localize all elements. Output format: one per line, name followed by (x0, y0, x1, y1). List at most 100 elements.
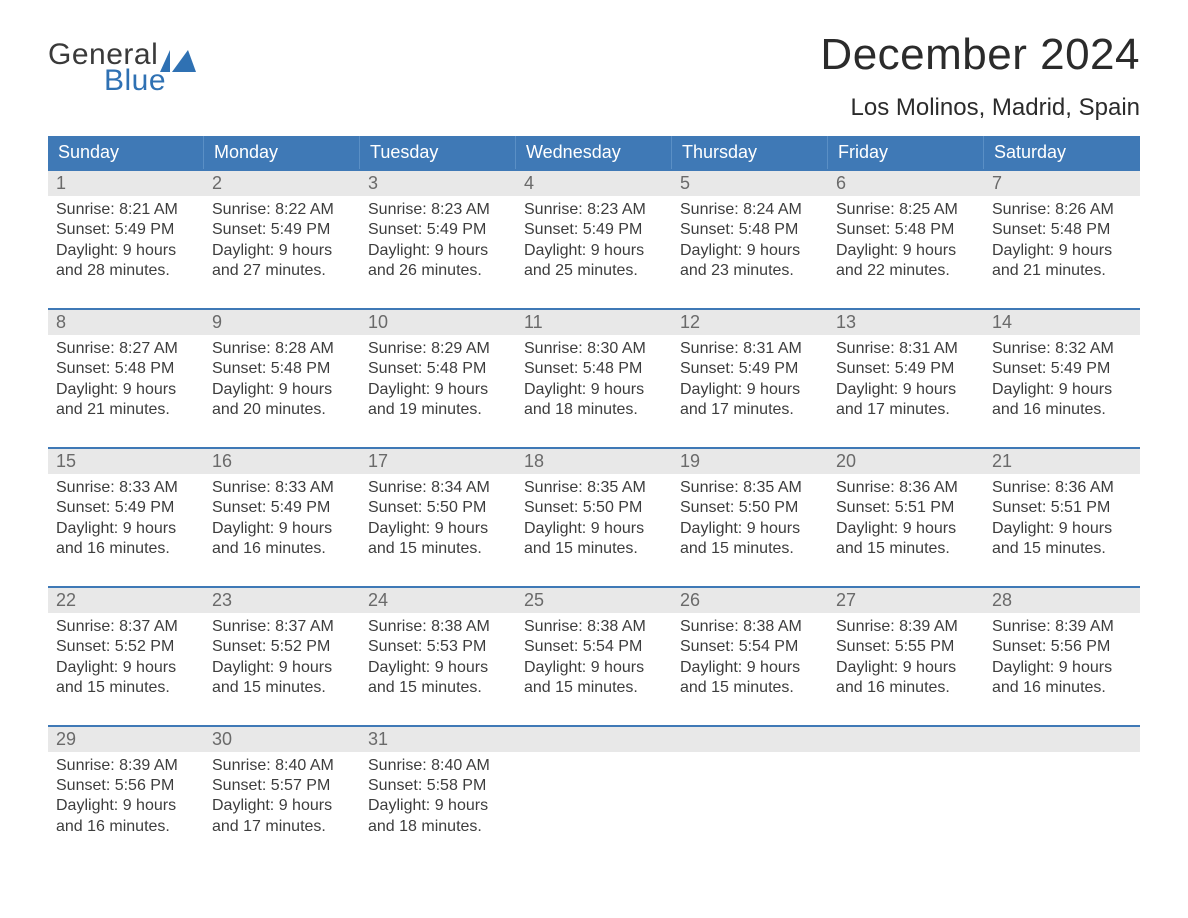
day-cell: Sunrise: 8:31 AMSunset: 5:49 PMDaylight:… (828, 335, 984, 447)
day-number (672, 727, 828, 752)
daylight-text-line1: Daylight: 9 hours (992, 658, 1132, 678)
sunrise-text: Sunrise: 8:31 AM (680, 339, 820, 359)
day-number: 13 (828, 310, 984, 335)
sunset-text: Sunset: 5:56 PM (992, 637, 1132, 657)
day-number: 30 (204, 727, 360, 752)
day-cell (828, 752, 984, 864)
sunrise-text: Sunrise: 8:27 AM (56, 339, 196, 359)
daylight-text-line2: and 18 minutes. (368, 817, 508, 837)
daylight-text-line1: Daylight: 9 hours (368, 658, 508, 678)
day-cell: Sunrise: 8:39 AMSunset: 5:55 PMDaylight:… (828, 613, 984, 725)
sunset-text: Sunset: 5:48 PM (524, 359, 664, 379)
daylight-text-line2: and 20 minutes. (212, 400, 352, 420)
sunset-text: Sunset: 5:48 PM (680, 220, 820, 240)
daylight-text-line1: Daylight: 9 hours (836, 241, 976, 261)
day-cell: Sunrise: 8:23 AMSunset: 5:49 PMDaylight:… (516, 196, 672, 308)
daylight-text-line2: and 18 minutes. (524, 400, 664, 420)
sunset-text: Sunset: 5:49 PM (56, 498, 196, 518)
daylight-text-line1: Daylight: 9 hours (680, 658, 820, 678)
daylight-text-line2: and 16 minutes. (992, 400, 1132, 420)
day-cell: Sunrise: 8:35 AMSunset: 5:50 PMDaylight:… (516, 474, 672, 586)
daylight-text-line1: Daylight: 9 hours (836, 380, 976, 400)
day-cell: Sunrise: 8:35 AMSunset: 5:50 PMDaylight:… (672, 474, 828, 586)
daylight-text-line1: Daylight: 9 hours (836, 658, 976, 678)
day-number: 19 (672, 449, 828, 474)
day-number: 22 (48, 588, 204, 613)
day-number: 26 (672, 588, 828, 613)
day-cell: Sunrise: 8:21 AMSunset: 5:49 PMDaylight:… (48, 196, 204, 308)
daylight-text-line2: and 23 minutes. (680, 261, 820, 281)
daylight-text-line1: Daylight: 9 hours (992, 519, 1132, 539)
day-number: 27 (828, 588, 984, 613)
sunset-text: Sunset: 5:55 PM (836, 637, 976, 657)
sunrise-text: Sunrise: 8:35 AM (680, 478, 820, 498)
day-cell: Sunrise: 8:36 AMSunset: 5:51 PMDaylight:… (984, 474, 1140, 586)
daylight-text-line1: Daylight: 9 hours (368, 519, 508, 539)
day-header: Wednesday (516, 136, 672, 169)
day-number (828, 727, 984, 752)
sunset-text: Sunset: 5:49 PM (524, 220, 664, 240)
daylight-text-line2: and 15 minutes. (212, 678, 352, 698)
day-cell: Sunrise: 8:36 AMSunset: 5:51 PMDaylight:… (828, 474, 984, 586)
day-number (516, 727, 672, 752)
daylight-text-line2: and 17 minutes. (212, 817, 352, 837)
daylight-text-line1: Daylight: 9 hours (368, 241, 508, 261)
day-cell: Sunrise: 8:33 AMSunset: 5:49 PMDaylight:… (48, 474, 204, 586)
sunrise-text: Sunrise: 8:32 AM (992, 339, 1132, 359)
day-number: 1 (48, 171, 204, 196)
day-cell (672, 752, 828, 864)
day-cell: Sunrise: 8:30 AMSunset: 5:48 PMDaylight:… (516, 335, 672, 447)
day-cell: Sunrise: 8:25 AMSunset: 5:48 PMDaylight:… (828, 196, 984, 308)
day-number: 18 (516, 449, 672, 474)
sunset-text: Sunset: 5:54 PM (524, 637, 664, 657)
daylight-text-line2: and 22 minutes. (836, 261, 976, 281)
daynum-row: 15161718192021 (48, 447, 1140, 474)
daylight-text-line1: Daylight: 9 hours (368, 796, 508, 816)
daylight-text-line1: Daylight: 9 hours (680, 380, 820, 400)
daylight-text-line2: and 15 minutes. (680, 678, 820, 698)
sunset-text: Sunset: 5:49 PM (212, 220, 352, 240)
sunset-text: Sunset: 5:48 PM (212, 359, 352, 379)
sunset-text: Sunset: 5:52 PM (212, 637, 352, 657)
day-header: Thursday (672, 136, 828, 169)
day-cell: Sunrise: 8:39 AMSunset: 5:56 PMDaylight:… (984, 613, 1140, 725)
day-header-row: SundayMondayTuesdayWednesdayThursdayFrid… (48, 136, 1140, 169)
daylight-text-line2: and 27 minutes. (212, 261, 352, 281)
daylight-text-line2: and 16 minutes. (56, 817, 196, 837)
week-data-row: Sunrise: 8:39 AMSunset: 5:56 PMDaylight:… (48, 752, 1140, 864)
sunset-text: Sunset: 5:54 PM (680, 637, 820, 657)
day-cell: Sunrise: 8:27 AMSunset: 5:48 PMDaylight:… (48, 335, 204, 447)
daylight-text-line1: Daylight: 9 hours (56, 380, 196, 400)
daylight-text-line1: Daylight: 9 hours (524, 519, 664, 539)
sunset-text: Sunset: 5:50 PM (524, 498, 664, 518)
day-number: 8 (48, 310, 204, 335)
day-cell: Sunrise: 8:39 AMSunset: 5:56 PMDaylight:… (48, 752, 204, 864)
sunset-text: Sunset: 5:49 PM (212, 498, 352, 518)
title-block: December 2024 Los Molinos, Madrid, Spain (820, 30, 1140, 122)
day-header: Tuesday (360, 136, 516, 169)
daylight-text-line2: and 15 minutes. (368, 678, 508, 698)
week-data-row: Sunrise: 8:21 AMSunset: 5:49 PMDaylight:… (48, 196, 1140, 308)
daylight-text-line2: and 16 minutes. (992, 678, 1132, 698)
sunset-text: Sunset: 5:53 PM (368, 637, 508, 657)
daylight-text-line1: Daylight: 9 hours (212, 241, 352, 261)
daylight-text-line1: Daylight: 9 hours (368, 380, 508, 400)
daynum-row: 293031 (48, 725, 1140, 752)
sunrise-text: Sunrise: 8:28 AM (212, 339, 352, 359)
sunrise-text: Sunrise: 8:40 AM (212, 756, 352, 776)
daylight-text-line1: Daylight: 9 hours (212, 658, 352, 678)
sunrise-text: Sunrise: 8:36 AM (992, 478, 1132, 498)
day-number: 17 (360, 449, 516, 474)
sunrise-text: Sunrise: 8:34 AM (368, 478, 508, 498)
daylight-text-line1: Daylight: 9 hours (680, 519, 820, 539)
daylight-text-line2: and 16 minutes. (212, 539, 352, 559)
day-number: 12 (672, 310, 828, 335)
sunrise-text: Sunrise: 8:33 AM (56, 478, 196, 498)
daylight-text-line1: Daylight: 9 hours (56, 241, 196, 261)
location: Los Molinos, Madrid, Spain (820, 94, 1140, 122)
sunset-text: Sunset: 5:57 PM (212, 776, 352, 796)
day-cell: Sunrise: 8:22 AMSunset: 5:49 PMDaylight:… (204, 196, 360, 308)
day-cell: Sunrise: 8:33 AMSunset: 5:49 PMDaylight:… (204, 474, 360, 586)
day-number: 21 (984, 449, 1140, 474)
day-number: 2 (204, 171, 360, 196)
